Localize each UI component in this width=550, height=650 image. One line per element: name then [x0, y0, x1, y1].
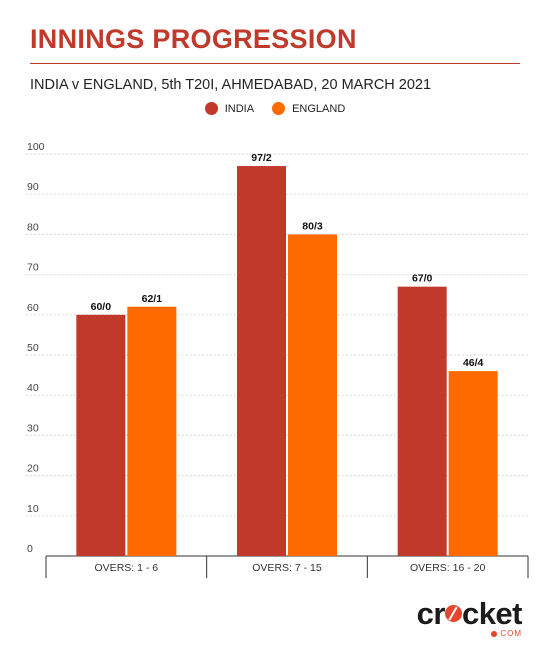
bar-england	[288, 234, 337, 556]
bar-england	[127, 306, 177, 556]
bar-india	[237, 166, 286, 556]
y-tick-label: 90	[27, 181, 39, 193]
cricket-com-logo: cr cket COM	[416, 596, 523, 638]
logo-word-start: cr	[416, 596, 446, 631]
data-label: 97/2	[251, 152, 272, 164]
legend-label-england: ENGLAND	[292, 102, 346, 115]
legend: INDIA ENGLAND	[0, 102, 550, 115]
data-label: 62/1	[142, 293, 163, 305]
y-tick-label: 70	[27, 262, 39, 274]
y-tick-label: 60	[27, 302, 39, 314]
logo-word-end: cket	[461, 596, 523, 631]
legend-item-india: INDIA	[204, 102, 255, 115]
bar-india	[397, 286, 447, 556]
x-tick-label: OVERS: 7 - 15	[252, 562, 322, 574]
y-tick-label: 10	[27, 503, 39, 515]
data-label: 46/4	[463, 357, 484, 369]
chart-title: INNINGS PROGRESSION	[30, 24, 357, 54]
bar-india	[76, 314, 126, 556]
y-tick-label: 100	[27, 141, 45, 153]
data-label: 80/3	[302, 220, 323, 232]
legend-item-england: ENGLAND	[272, 102, 345, 115]
x-tick-label: OVERS: 1 - 6	[95, 562, 159, 574]
logo-dot-icon	[491, 631, 498, 637]
y-tick-label: 50	[27, 342, 39, 354]
y-tick-label: 30	[27, 422, 39, 434]
cricket-ball-icon	[444, 605, 462, 622]
chart-subtitle: INDIA v ENGLAND, 5th T20I, AHMEDABAD, 20…	[30, 77, 432, 93]
legend-label-india: INDIA	[224, 102, 255, 115]
legend-swatch-india	[204, 102, 218, 115]
bar-england	[448, 371, 498, 556]
y-tick-label: 40	[27, 382, 39, 394]
legend-swatch-england	[272, 102, 286, 115]
y-tick-label: 0	[27, 543, 33, 555]
x-tick-label: OVERS: 16 - 20	[410, 562, 485, 574]
title-divider	[30, 63, 520, 64]
data-label: 67/0	[412, 273, 433, 285]
data-label: 60/0	[91, 301, 112, 313]
y-tick-label: 80	[27, 221, 39, 233]
logo-sub: COM	[500, 629, 522, 638]
y-tick-label: 20	[27, 463, 39, 475]
